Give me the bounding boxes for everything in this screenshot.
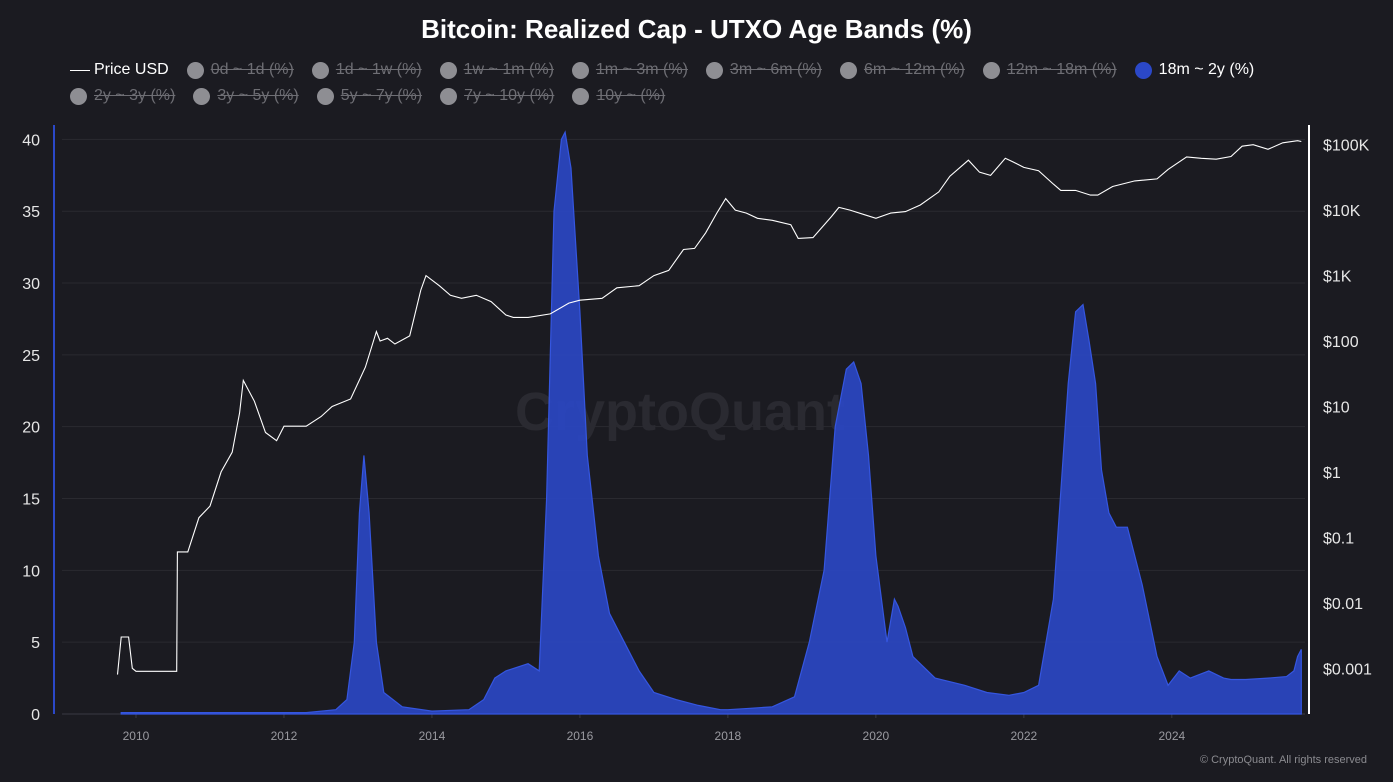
x-tick-label: 2018 xyxy=(715,729,742,743)
legend-item[interactable]: 1w ~ 1m (%) xyxy=(439,60,554,80)
legend-line-marker xyxy=(70,69,90,71)
legend-dot-marker xyxy=(982,61,1000,79)
x-tick-label: 2020 xyxy=(863,729,890,743)
legend-dot-marker xyxy=(316,87,334,105)
y-right-tick-label: $100 xyxy=(1323,334,1359,351)
legend-item[interactable]: 1m ~ 3m (%) xyxy=(571,60,688,80)
y-left-tick-label: 35 xyxy=(22,204,40,221)
legend-label: 2y ~ 3y (%) xyxy=(94,87,176,104)
legend-label: Price USD xyxy=(94,61,169,78)
legend-item[interactable]: 6m ~ 12m (%) xyxy=(839,60,965,80)
y-right-tick-label: $1 xyxy=(1323,465,1341,482)
x-tick-label: 2010 xyxy=(123,729,150,743)
legend-item[interactable]: 7y ~ 10y (%) xyxy=(440,86,554,106)
y-left-tick-label: 30 xyxy=(22,276,40,293)
legend-item[interactable]: 1d ~ 1w (%) xyxy=(311,60,422,80)
legend-label: 1m ~ 3m (%) xyxy=(595,61,688,78)
x-tick-label: 2012 xyxy=(271,729,298,743)
legend-item[interactable]: 0d ~ 1d (%) xyxy=(186,60,294,80)
y-left-tick-label: 20 xyxy=(22,420,40,437)
y-right-tick-label: $10K xyxy=(1323,203,1361,220)
legend-label: 18m ~ 2y (%) xyxy=(1158,61,1255,78)
y-left-tick-label: 0 xyxy=(31,707,40,724)
legend-dot-marker xyxy=(572,87,590,105)
legend-label: 1w ~ 1m (%) xyxy=(463,61,554,78)
y-right-tick-label: $10 xyxy=(1323,399,1350,416)
legend-label: 0d ~ 1d (%) xyxy=(210,61,294,78)
chart-title: Bitcoin: Realized Cap - UTXO Age Bands (… xyxy=(421,14,972,44)
y-left-tick-label: 40 xyxy=(22,132,40,149)
legend-label: 10y ~ (%) xyxy=(596,87,666,104)
y-left-tick-label: 25 xyxy=(22,348,40,365)
legend-item[interactable]: 12m ~ 18m (%) xyxy=(982,60,1117,80)
legend-label: 3y ~ 5y (%) xyxy=(217,87,299,104)
legend-label: 5y ~ 7y (%) xyxy=(340,87,423,104)
legend-dot-marker xyxy=(70,87,87,105)
x-tick-label: 2014 xyxy=(419,729,446,743)
y-left-tick-label: 10 xyxy=(22,563,40,580)
y-right-tick-label: $0.1 xyxy=(1323,530,1354,547)
legend-label: 6m ~ 12m (%) xyxy=(863,61,965,78)
legend-item[interactable]: 3y ~ 5y (%) xyxy=(193,86,299,106)
legend-dot-marker xyxy=(1134,61,1152,79)
legend-dot-marker xyxy=(186,61,204,79)
legend-dot-marker xyxy=(439,61,457,79)
legend-label: 12m ~ 18m (%) xyxy=(1006,61,1117,78)
copyright-footer: © CryptoQuant. All rights reserved xyxy=(1199,754,1367,766)
y-right-tick-label: $1K xyxy=(1323,269,1352,286)
legend-dot-marker xyxy=(839,61,857,79)
legend-item[interactable]: 18m ~ 2y (%) xyxy=(1134,60,1255,80)
legend-item[interactable]: 3m ~ 6m (%) xyxy=(705,60,822,80)
legend-item[interactable]: 5y ~ 7y (%) xyxy=(316,86,423,106)
legend-dot-marker xyxy=(193,87,211,105)
legend-dot-marker xyxy=(571,61,589,79)
legend-label: 3m ~ 6m (%) xyxy=(729,61,822,78)
x-tick-label: 2022 xyxy=(1010,729,1037,743)
legend-label: 7y ~ 10y (%) xyxy=(464,87,555,104)
legend-dot-marker xyxy=(311,61,329,79)
y-right-tick-label: $100K xyxy=(1323,138,1370,155)
legend-dot-marker xyxy=(440,87,458,105)
chart-legend: Price USD 0d ~ 1d (%) 1d ~ 1w (%) 1w ~ 1m (… xyxy=(70,60,1360,106)
legend-dot-marker xyxy=(705,61,723,79)
x-tick-label: 2024 xyxy=(1158,729,1185,743)
legend-item[interactable]: Price USD xyxy=(70,60,169,80)
price-line-series xyxy=(116,140,1302,675)
y-left-tick-label: 15 xyxy=(22,492,40,509)
legend-item[interactable]: 2y ~ 3y (%) xyxy=(70,86,175,106)
y-right-tick-label: $0.01 xyxy=(1323,596,1363,613)
legend-item[interactable]: 10y ~ (%) xyxy=(572,86,665,106)
y-right-tick-label: $0.001 xyxy=(1323,661,1372,678)
area-series-18m-2y xyxy=(120,130,1302,715)
x-tick-label: 2016 xyxy=(567,729,594,743)
legend-label: 1d ~ 1w (%) xyxy=(335,61,422,78)
y-left-tick-label: 5 xyxy=(31,635,40,652)
